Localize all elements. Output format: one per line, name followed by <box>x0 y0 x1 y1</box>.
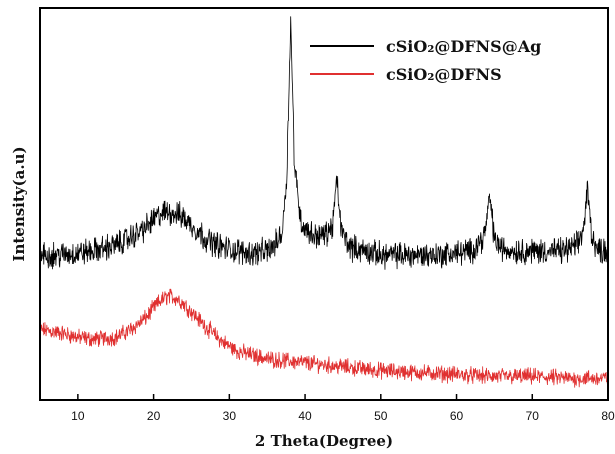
y-axis-title: Intensity(a.u) <box>10 146 28 261</box>
legend-label-0: cSiO₂@DFNS@Ag <box>386 37 541 56</box>
x-tick-label: 40 <box>298 409 312 423</box>
legend-label-1: cSiO₂@DFNS <box>386 65 502 84</box>
plot-lines <box>39 16 609 388</box>
series-line-0 <box>39 16 609 270</box>
x-tick-label: 80 <box>601 409 615 423</box>
legend: cSiO₂@DFNS@Ag cSiO₂@DFNS <box>310 37 541 84</box>
x-tick-label: 10 <box>71 409 85 423</box>
plot-frame <box>39 7 609 401</box>
x-tick-label: 50 <box>374 409 388 423</box>
x-tick-label: 60 <box>450 409 464 423</box>
x-tick-label: 30 <box>223 409 237 423</box>
x-axis-ticks: 10 20 30 40 50 60 70 80 <box>71 394 615 423</box>
x-tick-label: 20 <box>147 409 161 423</box>
x-axis-title: 2 Theta(Degree) <box>255 432 393 450</box>
series-line-1 <box>39 288 609 388</box>
x-tick-label: 70 <box>526 409 540 423</box>
